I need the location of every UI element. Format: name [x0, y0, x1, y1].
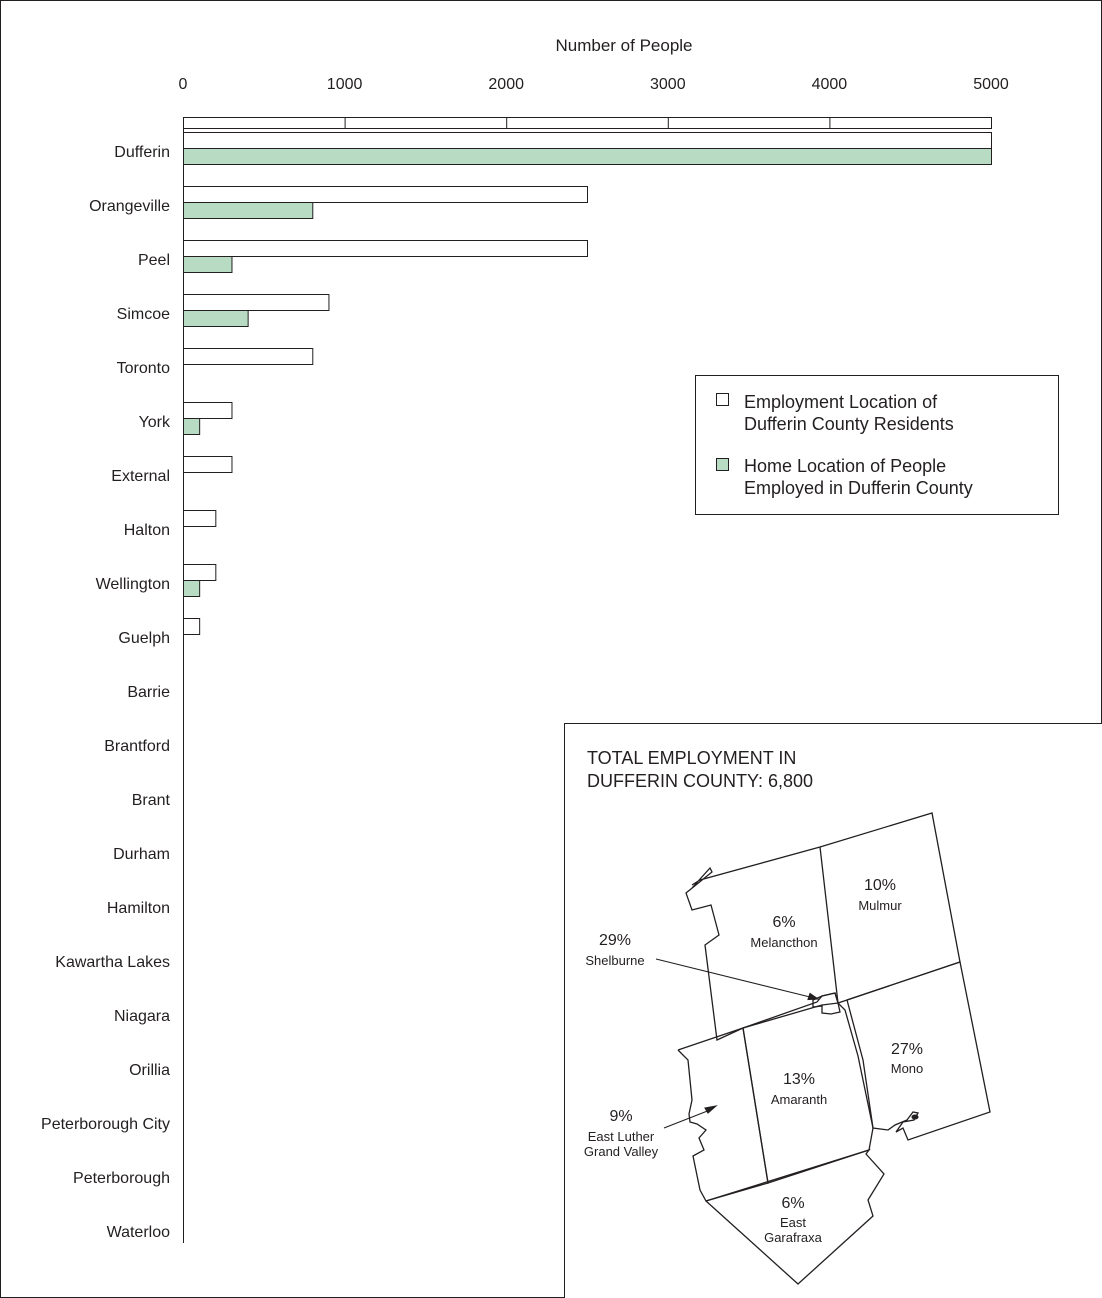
bar-home-dufferin	[183, 148, 992, 165]
bar-employment-dufferin	[183, 132, 992, 149]
category-label-peel: Peel	[138, 252, 170, 269]
inset-map-box	[564, 723, 1102, 1298]
amaranth-region	[742, 1002, 874, 1184]
category-label-waterloo: Waterloo	[107, 1224, 171, 1241]
category-label-hamilton: Hamilton	[107, 900, 170, 917]
category-labels: Dufferin Orangeville Peel Simcoe Toronto York…	[41, 144, 171, 1241]
bar-employment-guelph	[183, 618, 201, 635]
east-garafraxa-label-line2: Garafraxa	[764, 1230, 823, 1245]
bar-home-peel	[183, 256, 233, 273]
east-garafraxa-pct: 6%	[781, 1195, 804, 1212]
x-tick-label: 2000	[488, 76, 524, 93]
category-label-brantford: Brantford	[104, 738, 170, 755]
x-scale-box	[183, 117, 992, 129]
grand-valley-label-line2: Grand Valley	[584, 1144, 659, 1159]
grand-valley-leader-line	[663, 1109, 711, 1129]
legend-swatch-home	[716, 458, 729, 471]
grand-valley-pct: 9%	[609, 1108, 632, 1125]
shelburne-label: Shelburne	[585, 953, 644, 968]
category-label-barrie: Barrie	[127, 684, 170, 701]
legend-label-home-line1: Home Location of People	[744, 456, 946, 476]
category-label-kawartha-lakes: Kawartha Lakes	[55, 954, 170, 971]
x-tick-label: 3000	[650, 76, 686, 93]
shelburne-pct: 29%	[599, 932, 631, 949]
map-labels: 10% Mulmur 6% Melancthon 29% Shelburne 2…	[584, 877, 923, 1245]
amaranth-pct: 13%	[783, 1071, 815, 1088]
mono-label: Mono	[891, 1061, 924, 1076]
melancthon-pct: 6%	[772, 914, 795, 931]
bar-employment-wellington	[183, 564, 217, 581]
map-boundaries	[677, 812, 991, 1285]
x-tick-label: 4000	[812, 76, 848, 93]
category-label-peterborough-city: Peterborough City	[41, 1116, 170, 1133]
melancthon-label: Melancthon	[750, 935, 817, 950]
category-label-halton: Halton	[124, 522, 170, 539]
category-label-york: York	[139, 414, 171, 431]
shelburne-region	[812, 992, 841, 1015]
legend-label-employment-line1: Employment Location of	[744, 392, 938, 412]
category-label-guelph: Guelph	[118, 630, 170, 647]
category-label-orillia: Orillia	[129, 1062, 170, 1079]
east-garafraxa-region	[705, 1148, 885, 1285]
bar-home-orangeville	[183, 202, 314, 219]
melancthon-mulmur-border	[819, 846, 839, 1004]
grand-valley-arrowhead	[704, 1105, 718, 1114]
east-garafraxa-label-line1: East	[780, 1215, 806, 1230]
melancthon-region	[685, 812, 961, 1041]
category-label-niagara: Niagara	[114, 1008, 170, 1025]
legend: Employment Location of Dufferin County R…	[695, 375, 1059, 515]
category-label-external: External	[111, 468, 170, 485]
shelburne-leader-line	[655, 958, 811, 998]
bar-employment-orangeville	[183, 186, 588, 203]
x-axis-title: Number of People	[555, 36, 692, 55]
legend-box	[695, 375, 1059, 515]
mono-pct: 27%	[891, 1041, 923, 1058]
x-tick-labels: 0 1000 2000 3000 4000 5000	[179, 76, 1009, 1243]
bar-employment-simcoe	[183, 294, 330, 311]
x-tick-label: 0	[179, 76, 188, 93]
category-label-toronto: Toronto	[117, 360, 170, 377]
category-label-wellington: Wellington	[96, 576, 170, 593]
shelburne-arrowhead	[807, 992, 820, 1001]
legend-swatch-employment	[716, 393, 729, 406]
bar-employment-halton	[183, 510, 217, 527]
mono-marker	[911, 1114, 919, 1120]
x-tick-label: 5000	[973, 76, 1009, 93]
category-label-dufferin: Dufferin	[114, 144, 170, 161]
map-leaders	[655, 958, 919, 1129]
bar-home-york	[183, 418, 201, 435]
inset-title-line2: DUFFERIN COUNTY: 6,800	[587, 771, 813, 791]
bar-employment-york	[183, 402, 233, 419]
amaranth-label: Amaranth	[771, 1092, 827, 1107]
mulmur-pct: 10%	[864, 877, 896, 894]
bar-employment-peel	[183, 240, 588, 257]
legend-label-employment-line2: Dufferin County Residents	[744, 414, 954, 434]
bar-home-simcoe	[183, 310, 249, 327]
category-label-brant: Brant	[132, 792, 171, 809]
bar-home-wellington	[183, 580, 201, 597]
bar-employment-external	[183, 456, 233, 473]
legend-label-home-line2: Employed in Dufferin County	[744, 478, 973, 498]
grand-valley-label-line1: East Luther	[588, 1129, 655, 1144]
bars	[183, 132, 992, 635]
inset-map: TOTAL EMPLOYMENT IN DUFFERIN COUNTY: 6,8…	[564, 723, 1102, 1298]
mulmur-label: Mulmur	[858, 898, 902, 913]
category-label-orangeville: Orangeville	[89, 198, 170, 215]
east-luther-grand-valley-region	[677, 1027, 769, 1202]
category-label-peterborough: Peterborough	[73, 1170, 170, 1187]
category-label-durham: Durham	[113, 846, 170, 863]
bar-employment-toronto	[183, 348, 314, 365]
inset-title-line1: TOTAL EMPLOYMENT IN	[587, 748, 796, 768]
category-label-simcoe: Simcoe	[117, 306, 170, 323]
x-tick-label: 1000	[327, 76, 363, 93]
